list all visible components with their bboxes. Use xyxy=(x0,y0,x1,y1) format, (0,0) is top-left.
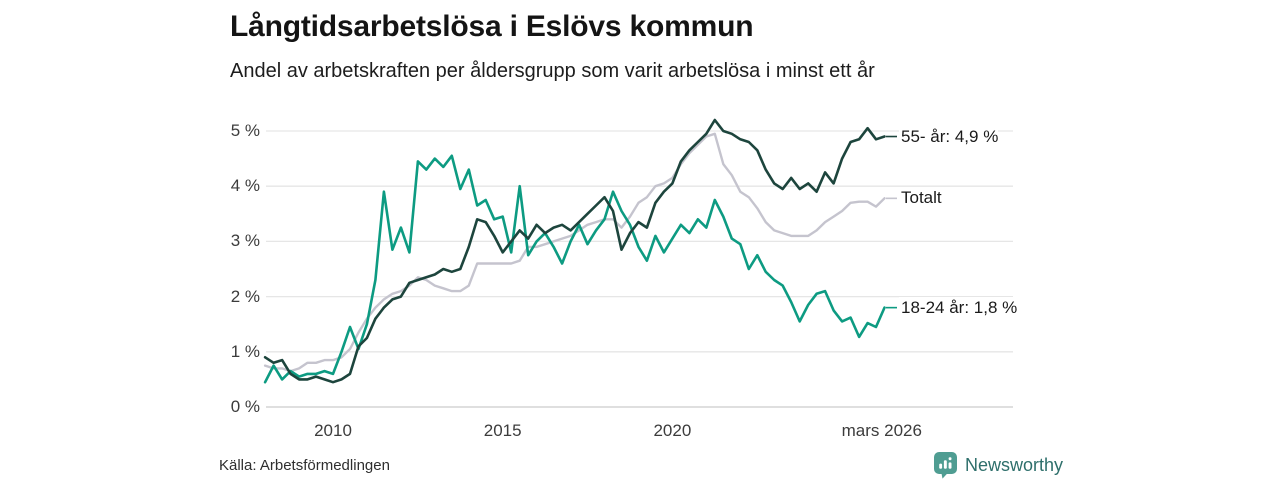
y-axis-tick-label: 1 % xyxy=(230,341,260,361)
newsworthy-logo-icon xyxy=(934,451,957,479)
x-axis-tick-label: 2020 xyxy=(653,421,692,440)
y-axis-tick-label: 3 % xyxy=(230,231,260,251)
series-end-label-55-år: 55- år: 4,9 % xyxy=(899,125,999,148)
y-axis-tick-label: 4 % xyxy=(230,176,260,196)
chart-subtitle: Andel av arbetskraften per åldersgrupp s… xyxy=(230,60,875,82)
series-end-label-18-24år: 18-24 år: 1,8 % xyxy=(899,296,1018,319)
x-axis-tick-label: 2015 xyxy=(483,421,522,440)
newsworthy-logo-text: Newsworthy xyxy=(965,454,1064,475)
series-end-label-totalt: Totalt xyxy=(899,187,942,210)
series-line-totalt xyxy=(263,132,886,373)
y-axis-tick-label: 5 % xyxy=(230,121,260,140)
newsworthy-logo: Newsworthy xyxy=(934,451,1063,479)
series-line-18-24r xyxy=(263,154,886,384)
x-axis-tick-label: mars 2026 xyxy=(841,421,922,440)
x-axis-tick-label: 2010 xyxy=(314,421,352,440)
y-axis-tick-label: 0 % xyxy=(230,397,260,416)
source-note: Källa: Arbetsförmedlingen xyxy=(219,457,390,474)
y-axis-tick-label: 2 % xyxy=(230,286,260,306)
chart-title: Långtidsarbetslösa i Eslövs kommun xyxy=(230,10,754,43)
series-line-55-r xyxy=(263,118,886,384)
